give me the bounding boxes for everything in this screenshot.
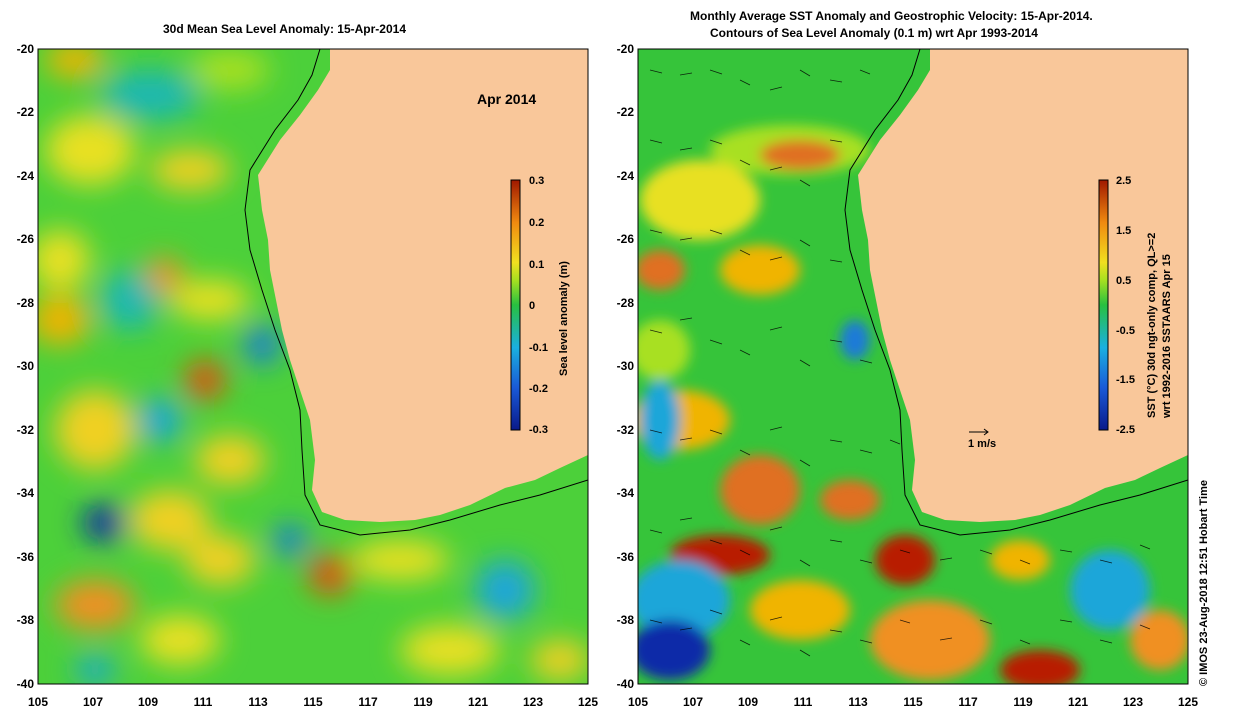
right-cb-tick: -0.5	[1116, 325, 1135, 337]
left-x-tick: 107	[82, 695, 104, 709]
left-x-tick: 119	[413, 695, 433, 709]
left-y-tick: -28	[16, 296, 34, 310]
left-x-tick: 123	[522, 695, 544, 709]
right-map-frame	[637, 48, 1189, 685]
right-y-tick: -40	[616, 677, 634, 691]
right-y-tick: -24	[616, 169, 634, 183]
left-x-tick: 121	[467, 695, 489, 709]
right-x-tick: 109	[737, 695, 759, 709]
right-x-tick: 105	[627, 695, 649, 709]
right-map-title-line1: Monthly Average SST Anomaly and Geostrop…	[690, 9, 1093, 23]
left-cb-tick: -0.3	[529, 424, 548, 436]
left-cb-tick: -0.2	[529, 383, 548, 395]
right-x-tick: 121	[1067, 695, 1089, 709]
right-map-title-line2: Contours of Sea Level Anomaly (0.1 m) wr…	[710, 26, 1038, 40]
left-cb-tick: -0.1	[529, 342, 548, 354]
right-colorbar	[1098, 179, 1109, 431]
right-y-tick: -20	[616, 42, 634, 56]
left-y-tick: -36	[16, 550, 34, 564]
right-y-tick: -34	[616, 486, 634, 500]
left-x-tick: 111	[193, 695, 213, 709]
left-colorbar	[510, 179, 521, 431]
left-cb-tick: 0.3	[529, 175, 545, 187]
velocity-scale-label: 1 m/s	[968, 438, 997, 450]
right-x-tick: 119	[1013, 695, 1033, 709]
right-y-tick: -32	[616, 423, 634, 437]
right-colorbar-label-line2: wrt 1992-2016 SSTAARS Apr 15	[1161, 254, 1173, 418]
right-x-tick: 107	[682, 695, 704, 709]
left-map-date-label: Apr 2014	[477, 91, 537, 107]
right-y-tick: -30	[616, 359, 634, 373]
left-cb-tick: 0.2	[529, 217, 545, 229]
right-colorbar-label-line1: SST (°C) 30d ngt-only comp, QL>=2	[1146, 232, 1158, 418]
left-x-tick: 109	[137, 695, 159, 709]
left-y-tick: -40	[16, 677, 34, 691]
left-map-plot	[38, 49, 588, 684]
left-y-tick: -34	[16, 486, 34, 500]
right-x-tick: 115	[903, 695, 923, 709]
velocity-scale-arrow-icon	[969, 428, 989, 436]
right-cb-tick: -2.5	[1116, 424, 1135, 436]
right-x-tick: 113	[848, 695, 868, 709]
right-x-tick: 125	[1177, 695, 1199, 709]
left-y-tick: -38	[16, 613, 34, 627]
left-map-frame	[37, 48, 589, 685]
left-y-tick: -24	[16, 169, 34, 183]
right-y-tick: -22	[616, 105, 634, 119]
right-y-tick: -26	[616, 232, 634, 246]
right-x-tick: 123	[1122, 695, 1144, 709]
right-y-tick: -28	[616, 296, 634, 310]
left-cb-tick: 0.1	[529, 259, 545, 271]
right-x-tick: 111	[793, 695, 813, 709]
right-cb-tick: 1.5	[1116, 225, 1132, 237]
left-y-tick: -30	[16, 359, 34, 373]
left-y-tick: -32	[16, 423, 34, 437]
left-x-tick: 105	[27, 695, 49, 709]
right-cb-tick: -1.5	[1116, 374, 1135, 386]
left-cb-tick: 0	[529, 300, 536, 312]
left-x-tick: 115	[303, 695, 323, 709]
credit-label: © IMOS 23-Aug-2018 12:51 Hobart Time	[1198, 480, 1210, 686]
left-y-tick: -20	[16, 42, 34, 56]
left-y-tick: -22	[16, 105, 34, 119]
left-x-tick: 117	[358, 695, 378, 709]
left-y-tick: -26	[16, 232, 34, 246]
right-y-tick: -36	[616, 550, 634, 564]
right-x-tick: 117	[958, 695, 978, 709]
right-cb-tick: 0.5	[1116, 275, 1132, 287]
right-cb-tick: 2.5	[1116, 175, 1132, 187]
right-y-tick: -38	[616, 613, 634, 627]
left-x-tick: 125	[577, 695, 599, 709]
left-map-title: 30d Mean Sea Level Anomaly: 15-Apr-2014	[163, 22, 406, 36]
left-colorbar-label: Sea level anomaly (m)	[558, 261, 570, 376]
left-x-tick: 113	[248, 695, 268, 709]
